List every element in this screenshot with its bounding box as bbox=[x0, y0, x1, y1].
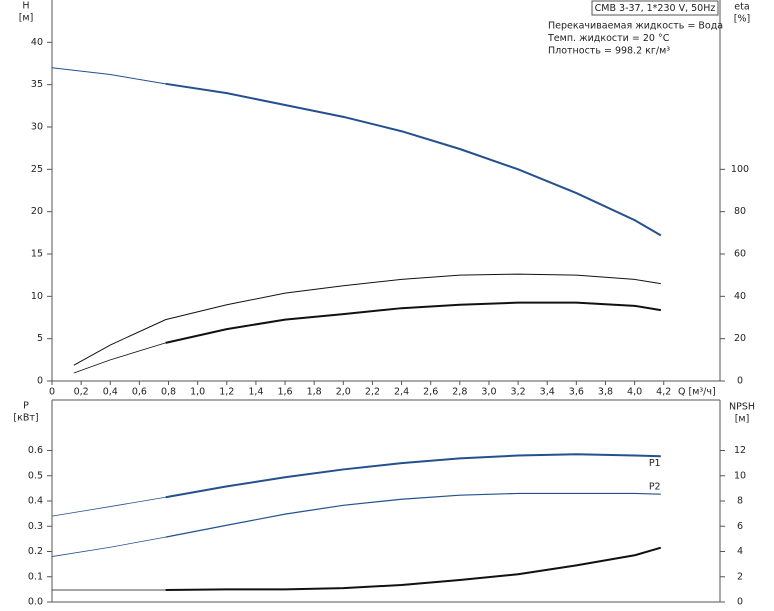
x-tick-label: 1,2 bbox=[219, 387, 234, 398]
curve bbox=[165, 492, 661, 538]
y-tick-label: 15 bbox=[31, 249, 43, 260]
y-tick-label: 0.2 bbox=[28, 546, 43, 557]
x-tick-label: 2,6 bbox=[423, 387, 438, 398]
x-tick-label: 0 bbox=[49, 387, 55, 398]
x-tick-label: 4,2 bbox=[656, 387, 671, 398]
y2-axis-unit: [%] bbox=[734, 14, 750, 25]
y2-tick-label: 20 bbox=[734, 333, 746, 344]
y-axis-label: P bbox=[23, 401, 29, 412]
y-axis-label: H bbox=[22, 1, 29, 12]
y-tick-label: 5 bbox=[37, 333, 43, 344]
y-tick-label: 40 bbox=[31, 37, 43, 48]
y-tick-label: 0.3 bbox=[28, 521, 43, 532]
series-label: P2 bbox=[649, 482, 661, 493]
info-note: Перекачиваемая жидкость = Вода bbox=[548, 21, 723, 32]
curve bbox=[51, 536, 166, 557]
x-tick-label: 2,0 bbox=[336, 387, 351, 398]
y2-tick-label: 6 bbox=[737, 521, 743, 532]
x-tick-label: 2,2 bbox=[365, 387, 380, 398]
y-axis-unit: [кВт] bbox=[13, 413, 38, 424]
curve bbox=[73, 273, 661, 366]
y2-tick-label: 2 bbox=[737, 571, 743, 582]
x-tick-label: 3,8 bbox=[598, 387, 613, 398]
y-tick-label: 20 bbox=[31, 206, 43, 217]
curve bbox=[51, 67, 166, 85]
y2-tick-label: 8 bbox=[737, 496, 743, 507]
y2-tick-label: 60 bbox=[734, 249, 746, 260]
x-tick-label: 2,8 bbox=[452, 387, 467, 398]
curve bbox=[165, 453, 661, 499]
curve bbox=[73, 342, 166, 374]
x-tick-label: 4,0 bbox=[627, 387, 642, 398]
x-tick-label: 0,6 bbox=[132, 387, 147, 398]
x-tick-label: 3,4 bbox=[540, 387, 555, 398]
y-tick-label: 10 bbox=[31, 291, 43, 302]
info-note: Темп. жидкости = 20 °C bbox=[547, 33, 670, 44]
y2-tick-label: 0 bbox=[737, 376, 743, 387]
x-tick-label: 3,6 bbox=[569, 387, 584, 398]
title-box bbox=[591, 0, 719, 16]
curve bbox=[165, 82, 662, 237]
curve bbox=[165, 301, 661, 344]
x-axis-label: Q [м³/ч] bbox=[678, 387, 716, 398]
x-tick-label: 3,2 bbox=[511, 387, 526, 398]
x-tick-label: 1,4 bbox=[248, 387, 263, 398]
y-axis-unit: [м] bbox=[19, 13, 34, 24]
x-tick-label: 0,2 bbox=[74, 387, 89, 398]
curve bbox=[51, 496, 166, 517]
curve bbox=[165, 546, 662, 592]
y2-tick-label: 80 bbox=[734, 206, 746, 217]
x-tick-label: 1,0 bbox=[190, 387, 205, 398]
y2-axis-label: eta bbox=[734, 2, 749, 13]
y-tick-label: 0.0 bbox=[28, 597, 43, 608]
x-tick-label: 1,8 bbox=[307, 387, 322, 398]
y-tick-label: 25 bbox=[31, 164, 43, 175]
y-tick-label: 0.6 bbox=[28, 445, 43, 456]
x-tick-label: 3,0 bbox=[481, 387, 496, 398]
y2-tick-label: 0 bbox=[737, 597, 743, 608]
y-tick-label: 0.1 bbox=[28, 571, 43, 582]
y2-tick-label: 4 bbox=[737, 546, 743, 557]
y-tick-label: 0 bbox=[37, 376, 43, 387]
info-note: Плотность = 998.2 кг/м³ bbox=[548, 46, 670, 57]
x-tick-label: 0,4 bbox=[103, 387, 118, 398]
x-tick-label: 2,4 bbox=[394, 387, 409, 398]
x-tick-label: 1,6 bbox=[277, 387, 292, 398]
y2-axis-unit: [м] bbox=[735, 414, 750, 425]
y2-tick-label: 12 bbox=[734, 445, 746, 456]
y2-tick-label: 100 bbox=[731, 164, 749, 175]
chart-title: CMB 3-37, 1*230 V, 50Hz bbox=[595, 3, 716, 14]
y2-tick-label: 10 bbox=[734, 470, 746, 481]
y-tick-label: 30 bbox=[31, 122, 43, 133]
y2-axis-label: NPSH bbox=[729, 402, 755, 413]
y-tick-label: 0.4 bbox=[28, 496, 43, 507]
y-tick-label: 35 bbox=[31, 79, 43, 90]
y2-tick-label: 40 bbox=[734, 291, 746, 302]
x-tick-label: 0,8 bbox=[161, 387, 176, 398]
y-tick-label: 0.5 bbox=[28, 470, 43, 481]
series-label: P1 bbox=[649, 458, 661, 469]
